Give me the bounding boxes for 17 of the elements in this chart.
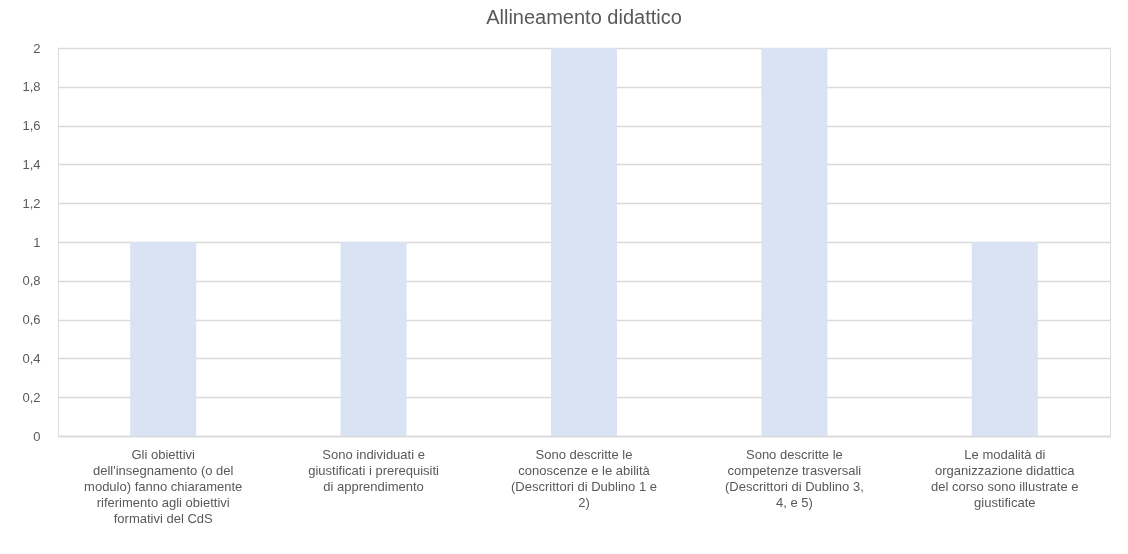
y-tick-label: 1,8 bbox=[22, 79, 41, 95]
y-tick-label: 1,4 bbox=[22, 156, 41, 172]
y-tick-label: 1 bbox=[33, 234, 41, 250]
y-tick-label: 0,4 bbox=[22, 350, 41, 366]
x-tick-label: Le modalità di organizzazione didattica del corso sono illustrate e giustificate bbox=[931, 446, 1079, 510]
x-tick-label: Sono individuati e giustificati i prerequisiti di apprendimento bbox=[308, 446, 440, 494]
x-tick-label: Gli obiettivi dell'insegnamento (o del modulo) fanno chiaramente riferimento agli obiettivi formativi del CdS bbox=[84, 446, 243, 526]
y-tick-label: 1,2 bbox=[22, 195, 41, 211]
chart-title: Allineamento didattico bbox=[486, 6, 682, 28]
y-tick-label: 0,8 bbox=[22, 273, 41, 289]
x-tick-label: Sono descritte le competenze trasversali (Descrittori di Dublino 3, 4, e 5) bbox=[725, 446, 864, 510]
y-tick-label: 2 bbox=[33, 40, 41, 56]
y-tick-label: 0 bbox=[33, 428, 41, 444]
y-tick-label: 1,6 bbox=[22, 118, 41, 134]
y-tick-label: 0,6 bbox=[22, 312, 41, 328]
y-tick-label: 0,2 bbox=[22, 389, 41, 405]
x-tick-label: Sono descritte le conoscenze e le abilità (Descrittori di Dublino 1 e 2) bbox=[511, 446, 657, 510]
